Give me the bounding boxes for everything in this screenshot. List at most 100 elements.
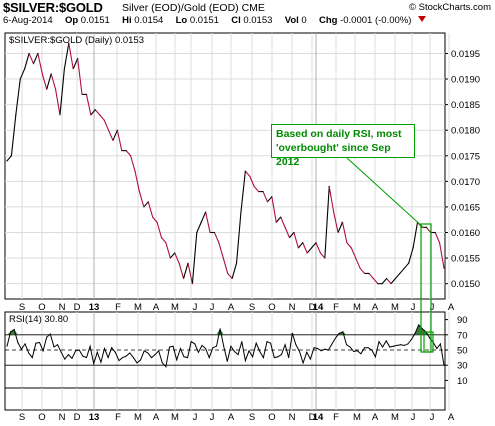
rsi-point [13, 328, 15, 330]
rsi-y-tick-label: 90 [457, 315, 468, 326]
price-segment [297, 242, 304, 249]
price-point [107, 129, 110, 131]
price-point [103, 119, 105, 121]
rsi-point [288, 357, 290, 359]
rsi-x-tick-label: A [153, 412, 160, 423]
rsi-point [158, 350, 160, 352]
price-segment [271, 196, 277, 223]
price-segment [196, 222, 202, 233]
price-y-tick-label: 0.0175 [451, 151, 480, 162]
rsi-point [327, 349, 329, 351]
rsi-point [100, 361, 102, 363]
price-point [443, 267, 445, 269]
price-x-tick-label: F [333, 302, 339, 313]
rsi-point [201, 344, 203, 346]
rsi-point [132, 357, 134, 359]
price-point [112, 139, 114, 142]
price-segment [63, 43, 70, 69]
rsi-point [176, 359, 178, 361]
price-point [152, 216, 154, 218]
rsi-point [49, 333, 51, 335]
price-point [222, 257, 224, 259]
price-point [41, 73, 43, 75]
rsi-point [147, 352, 149, 354]
rsi-point [345, 344, 347, 346]
price-point [218, 242, 220, 244]
price-segment [355, 257, 361, 269]
price-x-tick-label: S [249, 302, 255, 313]
price-segment [46, 73, 52, 90]
price-point [169, 257, 171, 259]
rsi-point [187, 357, 189, 359]
price-x-tick-label: J [411, 302, 416, 313]
price-point [63, 68, 65, 70]
price-segment [302, 242, 308, 254]
price-point [174, 252, 176, 254]
price-point [125, 150, 127, 152]
rsi-point [114, 351, 116, 353]
price-segment [395, 273, 401, 279]
rsi-point [96, 351, 98, 353]
price-segment [191, 232, 198, 284]
price-point [143, 206, 145, 208]
price-segment [205, 211, 211, 233]
price-point [156, 221, 158, 223]
price-y-tick-label: 0.0185 [451, 100, 480, 111]
rsi-point [60, 351, 62, 353]
price-point [421, 226, 423, 228]
price-segment [125, 150, 132, 157]
price-segment [28, 53, 34, 64]
price-segment [41, 73, 48, 90]
rsi-point [223, 345, 225, 347]
price-point [235, 262, 238, 264]
price-segment [324, 186, 330, 259]
price-point [337, 231, 339, 234]
price-panel: 0.0150 0.0155 0.0160 0.0165 0.0170 0.0175 0.01… [4, 32, 480, 313]
rsi-x-tick-label: N [289, 412, 296, 423]
price-point [399, 272, 401, 275]
price-point [28, 52, 30, 55]
price-point [363, 272, 366, 275]
rsi-x-tick-label: 13 [89, 412, 100, 423]
rsi-point [67, 354, 69, 356]
price-point [403, 267, 405, 269]
price-point [386, 277, 388, 280]
rsi-point [230, 345, 232, 347]
rsi-point [17, 341, 19, 343]
price-segment [19, 68, 26, 80]
rsi-point [421, 328, 423, 330]
rsi-point [215, 345, 217, 347]
price-segment [108, 129, 114, 141]
quote-line: 6-Aug-2014 Op 0.0151 Hi 0.0154 Lo 0.0151… [3, 15, 427, 26]
price-segment [15, 78, 21, 115]
rsi-point [82, 355, 84, 357]
price-x-tick-label: O [268, 302, 275, 313]
price-x-tick-label: O [38, 302, 45, 313]
price-point [280, 216, 282, 218]
price-point [425, 226, 427, 228]
price-segment [368, 273, 374, 279]
price-point [68, 42, 70, 44]
price-segment [249, 176, 255, 187]
rsi-point [122, 357, 124, 359]
rsi-x-tick-label: J [210, 412, 215, 423]
high-value: 0.0154 [134, 15, 164, 26]
rsi-point [331, 343, 333, 345]
price-point [129, 155, 132, 157]
price-x-tick-label: M [391, 302, 399, 313]
price-point [6, 160, 8, 162]
price-segment [169, 252, 176, 259]
price-point [160, 237, 163, 239]
price-x-tick-label: D [74, 302, 81, 313]
price-y-tick-label: 0.0155 [451, 254, 480, 265]
close-value: 0.0153 [243, 15, 273, 26]
price-segment [213, 232, 220, 243]
rsi-point [39, 341, 41, 343]
rsi-x-tick-label: A [228, 412, 235, 423]
price-point [19, 78, 21, 80]
price-point [178, 262, 180, 264]
price-segment [138, 191, 145, 208]
change-label: Chg [318, 15, 338, 26]
price-segment [218, 242, 224, 259]
